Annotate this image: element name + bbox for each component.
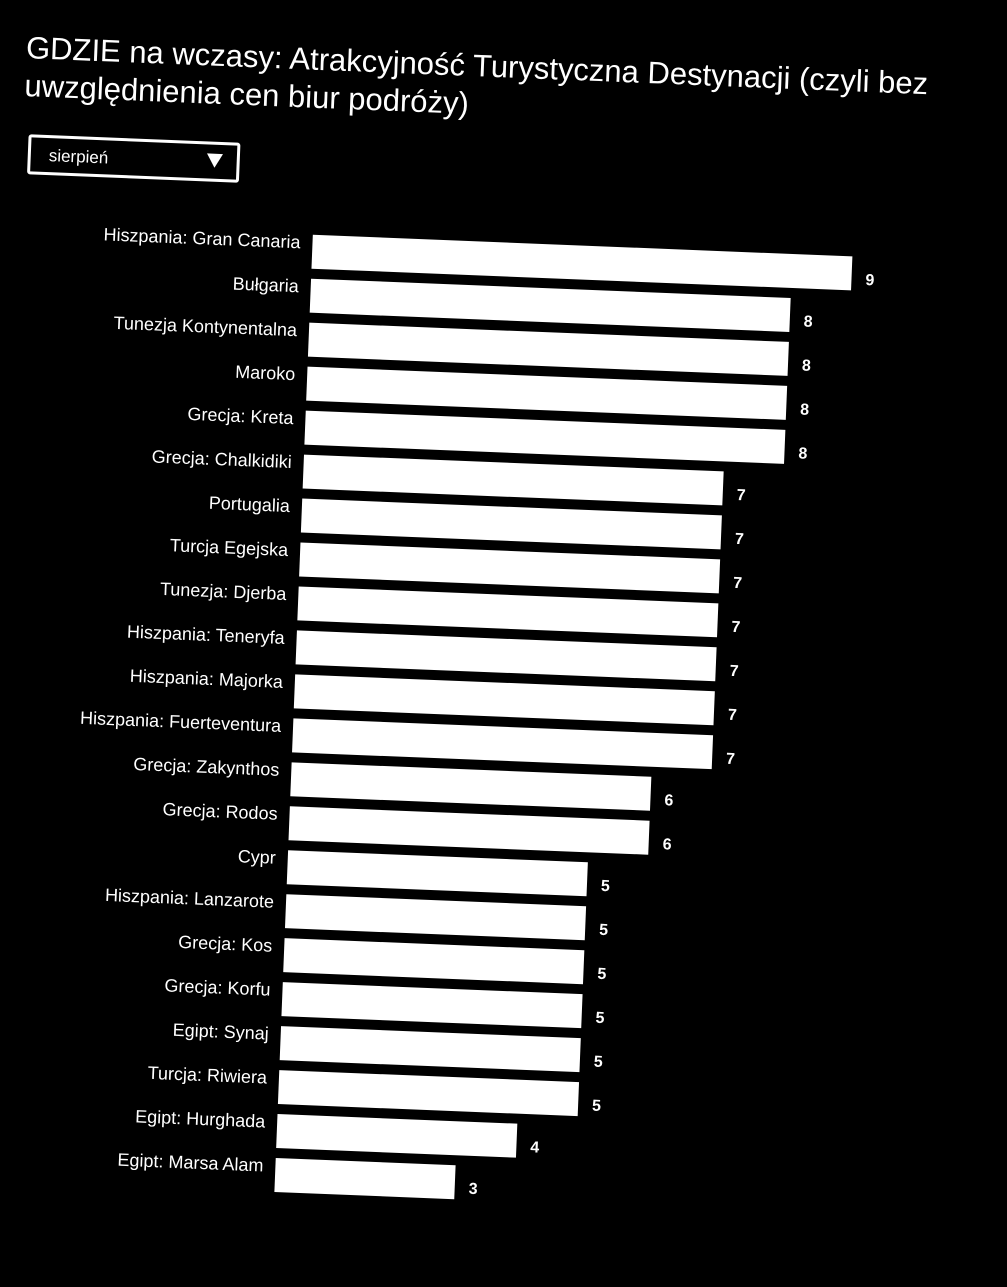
- chart-title: GDZIE na wczasy: Atrakcyjność Turystyczn…: [23, 30, 929, 121]
- bar[interactable]: [279, 1026, 581, 1073]
- category-label: Grecja: Kos: [178, 932, 273, 956]
- data-label: 7: [733, 575, 743, 592]
- bar[interactable]: [306, 366, 788, 420]
- category-label: Hiszpania: Lanzarote: [105, 885, 275, 912]
- category-label: Hiszpania: Gran Canaria: [103, 224, 302, 252]
- bar[interactable]: [307, 322, 789, 376]
- data-label: 7: [736, 487, 746, 504]
- month-dropdown-value: sierpień: [48, 146, 109, 168]
- bar[interactable]: [297, 586, 719, 638]
- data-label: 6: [664, 792, 674, 809]
- data-label: 5: [599, 922, 609, 939]
- category-label: Hiszpania: Teneryfa: [127, 622, 286, 648]
- category-label: Turcja: Riwiera: [147, 1063, 268, 1088]
- data-label: 4: [530, 1139, 540, 1156]
- data-label: 7: [728, 707, 738, 724]
- bar[interactable]: [276, 1114, 518, 1158]
- bar[interactable]: [290, 762, 652, 811]
- data-label: 5: [601, 878, 611, 895]
- data-label: 7: [726, 751, 736, 768]
- bar[interactable]: [295, 630, 717, 682]
- data-label: 8: [800, 401, 810, 418]
- bar[interactable]: [293, 674, 715, 726]
- bar[interactable]: [302, 454, 724, 506]
- data-label: 8: [802, 357, 812, 374]
- bar[interactable]: [274, 1157, 456, 1200]
- data-label: 9: [865, 272, 875, 289]
- month-dropdown[interactable]: sierpień: [27, 134, 241, 183]
- data-label: 7: [729, 663, 739, 680]
- data-label: 8: [803, 314, 813, 331]
- data-label: 3: [468, 1181, 478, 1198]
- bar-chart: Hiszpania: Gran Canaria 9 Bułgaria 8 Tunezja…: [80, 224, 875, 1200]
- category-label: Egipt: Marsa Alam: [117, 1150, 264, 1176]
- bar[interactable]: [288, 806, 650, 855]
- category-label: Egipt: Hurghada: [135, 1106, 267, 1131]
- chevron-down-icon: [206, 153, 223, 169]
- category-label: Grecja: Korfu: [164, 975, 271, 999]
- bar[interactable]: [281, 982, 583, 1029]
- bar[interactable]: [309, 278, 791, 332]
- bar[interactable]: [304, 410, 786, 464]
- category-label: Hiszpania: Majorka: [130, 666, 285, 692]
- category-label: Turcja Egejska: [169, 535, 289, 560]
- category-label: Bułgaria: [232, 274, 300, 297]
- category-label: Maroko: [235, 362, 296, 384]
- bar[interactable]: [299, 542, 721, 594]
- bar[interactable]: [284, 894, 587, 941]
- data-label: 5: [597, 966, 607, 983]
- data-label: 5: [595, 1010, 605, 1027]
- bar[interactable]: [286, 850, 588, 897]
- category-label: Cypr: [237, 846, 276, 868]
- data-label: 7: [735, 531, 745, 548]
- data-label: 7: [731, 619, 741, 636]
- category-label: Portugalia: [209, 493, 292, 516]
- category-label: Grecja: Chalkidiki: [151, 446, 292, 472]
- bar[interactable]: [283, 938, 585, 985]
- category-label: Grecja: Kreta: [187, 404, 295, 428]
- category-label: Grecja: Zakynthos: [133, 754, 280, 780]
- data-label: 5: [592, 1098, 602, 1115]
- data-label: 6: [662, 836, 672, 853]
- bar[interactable]: [300, 498, 722, 550]
- category-label: Hiszpania: Fuerteventura: [80, 708, 283, 736]
- category-label: Grecja: Rodos: [162, 799, 278, 824]
- data-label: 8: [798, 445, 808, 462]
- category-label: Tunezja: Djerba: [160, 579, 288, 604]
- data-label: 5: [594, 1054, 604, 1071]
- bar[interactable]: [292, 718, 714, 770]
- category-label: Tunezja Kontynentalna: [113, 313, 298, 340]
- bar[interactable]: [311, 234, 853, 291]
- bar[interactable]: [277, 1070, 580, 1117]
- category-label: Egipt: Synaj: [172, 1020, 269, 1044]
